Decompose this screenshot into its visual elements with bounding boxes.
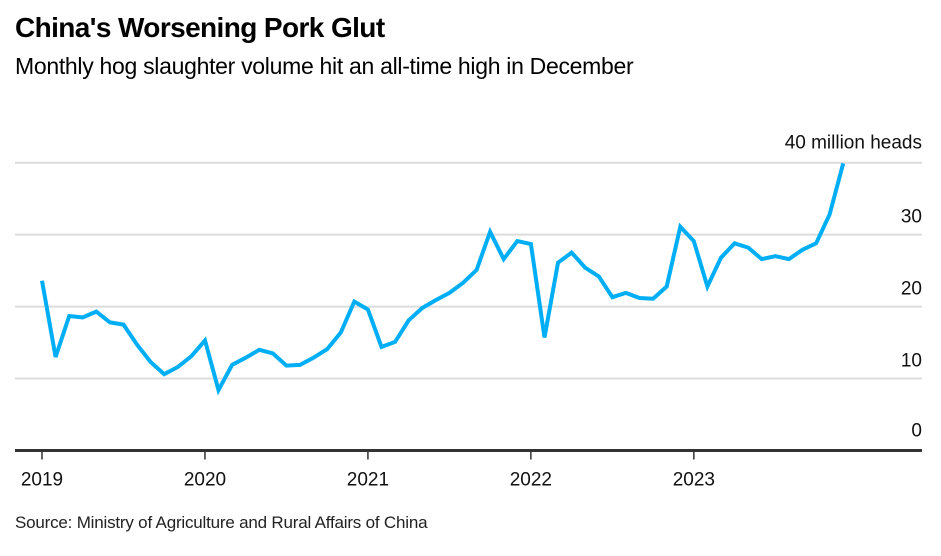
data-point-2020-09 <box>312 356 316 360</box>
data-point-2019-12 <box>189 354 193 358</box>
data-point-2021-07 <box>447 291 451 295</box>
data-point-2023-09 <box>801 248 805 252</box>
source-note: Source: Ministry of Agriculture and Rura… <box>15 513 428 532</box>
series-layer <box>40 161 846 396</box>
data-point-2022-03 <box>556 261 560 265</box>
data-point-2022-04 <box>570 251 574 255</box>
data-point-2020-12 <box>352 300 356 304</box>
data-point-2020-08 <box>298 363 302 367</box>
data-point-2022-05 <box>583 266 587 270</box>
data-point-2022-07 <box>610 295 614 299</box>
data-point-2019-03 <box>67 314 71 318</box>
data-point-2021-01 <box>366 308 370 312</box>
data-point-2019-02 <box>54 355 58 359</box>
data-point-2022-06 <box>597 274 601 278</box>
data-point-2023-11 <box>828 213 832 217</box>
data-point-2019-11 <box>176 365 180 369</box>
y-axis-labels: 0 10 20 30 40 million heads <box>785 133 922 442</box>
x-tick-label-2022: 2022 <box>510 470 552 491</box>
series-line-0 <box>40 162 846 396</box>
data-point-2021-05 <box>420 306 424 310</box>
data-point-2023-10 <box>814 241 818 245</box>
data-point-2023-02 <box>705 285 709 289</box>
data-point-2019-06 <box>108 320 112 324</box>
data-point-2020-02 <box>217 388 221 392</box>
chart-subtitle: Monthly hog slaughter volume hit an all-… <box>15 53 634 79</box>
y-tick-label-10: 10 <box>901 351 922 372</box>
data-point-2021-11 <box>502 257 506 261</box>
data-point-2020-01 <box>203 338 207 342</box>
data-point-2021-08 <box>461 281 465 285</box>
x-axis: 2019 2020 2021 2022 2023 <box>15 449 922 491</box>
data-point-2022-09 <box>638 296 642 300</box>
x-tick-label-2021: 2021 <box>347 470 389 491</box>
data-point-2022-08 <box>624 291 628 295</box>
data-point-2023-07 <box>773 254 777 258</box>
data-point-2021-09 <box>475 268 479 272</box>
data-point-2020-07 <box>284 364 288 368</box>
data-point-2021-02 <box>380 345 384 349</box>
x-tick-label-2020: 2020 <box>184 470 226 491</box>
data-point-2022-12 <box>678 225 682 229</box>
data-point-2023-12 <box>841 161 845 165</box>
chart-title: China's Worsening Pork Glut <box>15 12 385 43</box>
data-point-2022-10 <box>651 297 655 301</box>
x-tick-label-2023: 2023 <box>673 470 715 491</box>
data-point-2020-11 <box>339 331 343 335</box>
data-point-2022-02 <box>543 336 547 340</box>
gridlines <box>15 161 922 380</box>
data-point-2023-08 <box>787 257 791 261</box>
data-point-2022-11 <box>665 285 669 289</box>
data-point-2023-01 <box>692 239 696 243</box>
data-point-2023-03 <box>719 256 723 260</box>
data-point-2019-09 <box>149 360 153 364</box>
y-tick-label-30: 30 <box>901 207 922 228</box>
data-point-2019-07 <box>122 323 126 327</box>
data-point-2020-04 <box>244 356 248 360</box>
data-point-2019-01 <box>40 279 44 283</box>
data-point-2020-06 <box>271 351 275 355</box>
data-point-2021-03 <box>393 340 397 344</box>
data-point-2019-10 <box>162 372 166 376</box>
data-point-2020-10 <box>325 347 329 351</box>
data-point-2021-04 <box>407 318 411 322</box>
data-point-2023-04 <box>733 241 737 245</box>
data-point-2022-01 <box>529 242 533 246</box>
data-point-2019-05 <box>94 310 98 314</box>
data-point-2020-05 <box>257 348 261 352</box>
x-tick-label-2019: 2019 <box>21 470 63 491</box>
y-tick-label-0: 0 <box>911 421 922 442</box>
data-point-2019-04 <box>81 315 85 319</box>
data-point-2021-12 <box>515 239 519 243</box>
y-tick-label-20: 20 <box>901 279 922 300</box>
data-point-2019-08 <box>135 343 139 347</box>
data-point-2020-03 <box>230 363 234 367</box>
y-tick-label-40: 40 million heads <box>785 133 922 154</box>
data-point-2023-06 <box>760 257 764 261</box>
data-point-2021-10 <box>488 230 492 234</box>
data-point-2023-05 <box>746 246 750 250</box>
data-point-2021-06 <box>434 298 438 302</box>
